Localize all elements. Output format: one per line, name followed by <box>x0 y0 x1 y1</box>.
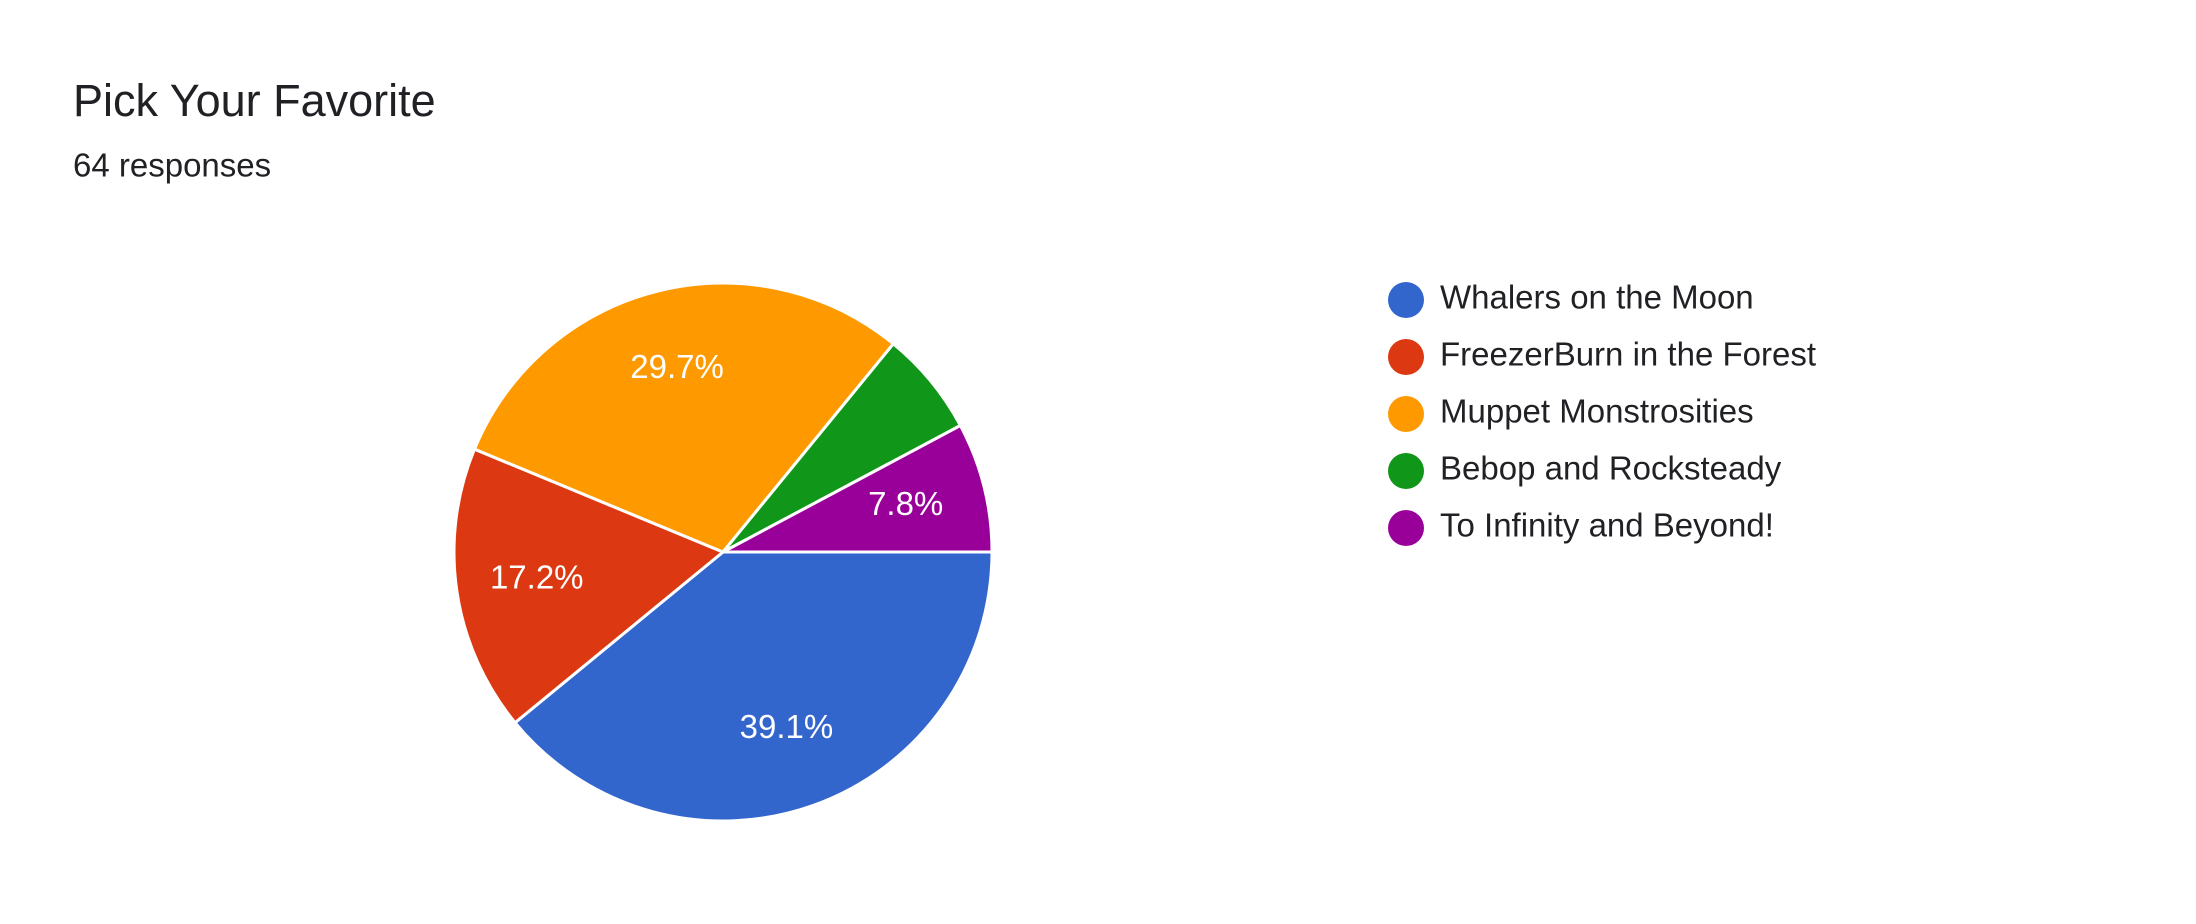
legend-label: Muppet Monstrosities <box>1440 393 1754 430</box>
pie-slice <box>512 550 994 823</box>
legend-swatch <box>1388 453 1424 489</box>
pie-slice <box>452 447 726 725</box>
legend-label: Whalers on the Moon <box>1440 279 1754 316</box>
pie-slice <box>472 281 896 554</box>
legend-swatch <box>1388 282 1424 318</box>
slice-label: 7.8% <box>868 485 943 522</box>
chart-title: Pick Your Favorite <box>73 75 436 126</box>
legend-label: To Infinity and Beyond! <box>1440 507 1774 544</box>
chart-subtitle: 64 responses <box>73 147 271 184</box>
pie-slice <box>722 423 994 554</box>
slice-label: 17.2% <box>490 558 584 595</box>
legend-swatch <box>1388 510 1424 546</box>
legend-label: Bebop and Rocksteady <box>1440 450 1782 487</box>
slice-label: 29.7% <box>630 348 724 385</box>
legend-label: FreezerBurn in the Forest <box>1440 336 1816 373</box>
legend-swatch <box>1388 396 1424 432</box>
slice-label: 39.1% <box>740 708 834 745</box>
legend-swatch <box>1388 339 1424 375</box>
